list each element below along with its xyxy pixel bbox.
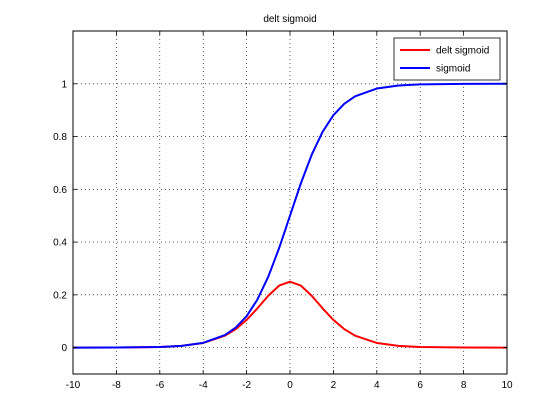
x-tick-label: 2 [331, 380, 337, 391]
x-tick-label: -10 [66, 380, 81, 391]
series-group [72, 82, 508, 349]
x-tick-label: 6 [417, 380, 423, 391]
x-tick-label: -6 [155, 380, 164, 391]
x-tick-label: 10 [501, 380, 513, 391]
y-tick-label: 0 [61, 343, 67, 354]
y-tick-label: 0.2 [53, 290, 67, 301]
x-tick-label: 4 [374, 380, 380, 391]
series-line-sigmoid [72, 82, 508, 349]
ticks: -10 -8 -6 -4 -2 0 2 4 6 8 10 0 0.2 0.4 0.6 0.8 1 [53, 31, 513, 391]
x-tick-label: 0 [287, 380, 293, 391]
y-tick-label: 0.8 [53, 132, 67, 143]
chart-title: delt sigmoid [263, 14, 316, 25]
legend: delt sigmoid sigmoid [393, 37, 501, 81]
x-tick-label: -8 [112, 380, 121, 391]
y-tick-label: 1 [61, 79, 67, 90]
y-tick-label: 0.4 [53, 238, 67, 249]
legend-label: sigmoid [436, 64, 470, 75]
legend-box [393, 37, 501, 81]
x-tick-label: -2 [242, 380, 251, 391]
legend-label: delt sigmoid [436, 46, 489, 57]
x-tick-label: -4 [199, 380, 208, 391]
plot-area [73, 31, 507, 374]
x-tick-label: 8 [461, 380, 467, 391]
y-tick-label: 0.6 [53, 185, 67, 196]
